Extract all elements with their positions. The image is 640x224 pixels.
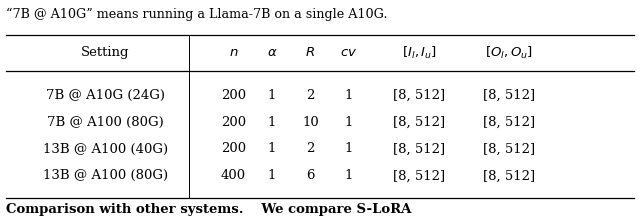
Text: 13B @ A100 (40G): 13B @ A100 (40G) [43, 142, 168, 155]
Text: 10: 10 [302, 116, 319, 129]
Text: Comparison with other systems.  We compare S-LoRA: Comparison with other systems. We compar… [6, 203, 412, 216]
Text: 1: 1 [344, 142, 353, 155]
Text: 1: 1 [268, 142, 276, 155]
Text: $n$: $n$ [229, 46, 238, 59]
Text: [8, 512]: [8, 512] [393, 169, 445, 182]
Text: [8, 512]: [8, 512] [483, 89, 535, 102]
Text: 1: 1 [344, 169, 353, 182]
Text: 1: 1 [344, 116, 353, 129]
Text: 1: 1 [268, 89, 276, 102]
Text: $[I_l, I_u]$: $[I_l, I_u]$ [402, 45, 436, 61]
Text: 200: 200 [221, 116, 246, 129]
Text: 200: 200 [221, 142, 246, 155]
Text: $[O_l, O_u]$: $[O_l, O_u]$ [484, 45, 533, 61]
Text: $R$: $R$ [305, 46, 316, 59]
Text: 7B @ A100 (80G): 7B @ A100 (80G) [47, 116, 164, 129]
Text: 2: 2 [306, 89, 315, 102]
Text: [8, 512]: [8, 512] [483, 169, 535, 182]
Text: [8, 512]: [8, 512] [393, 89, 445, 102]
Text: 200: 200 [221, 89, 246, 102]
Text: 6: 6 [306, 169, 315, 182]
Text: 1: 1 [344, 89, 353, 102]
Text: 1: 1 [268, 116, 276, 129]
Text: 2: 2 [306, 142, 315, 155]
Text: 13B @ A100 (80G): 13B @ A100 (80G) [43, 169, 168, 182]
Text: [8, 512]: [8, 512] [483, 116, 535, 129]
Text: “7B @ A10G” means running a Llama-7B on a single A10G.: “7B @ A10G” means running a Llama-7B on … [6, 8, 388, 21]
Text: [8, 512]: [8, 512] [393, 116, 445, 129]
Text: $cv$: $cv$ [340, 46, 358, 59]
Text: 7B @ A10G (24G): 7B @ A10G (24G) [46, 89, 165, 102]
Text: [8, 512]: [8, 512] [483, 142, 535, 155]
Text: Setting: Setting [81, 46, 130, 59]
Text: 1: 1 [268, 169, 276, 182]
Text: [8, 512]: [8, 512] [393, 142, 445, 155]
Text: $\alpha$: $\alpha$ [267, 46, 277, 59]
Text: 400: 400 [221, 169, 246, 182]
